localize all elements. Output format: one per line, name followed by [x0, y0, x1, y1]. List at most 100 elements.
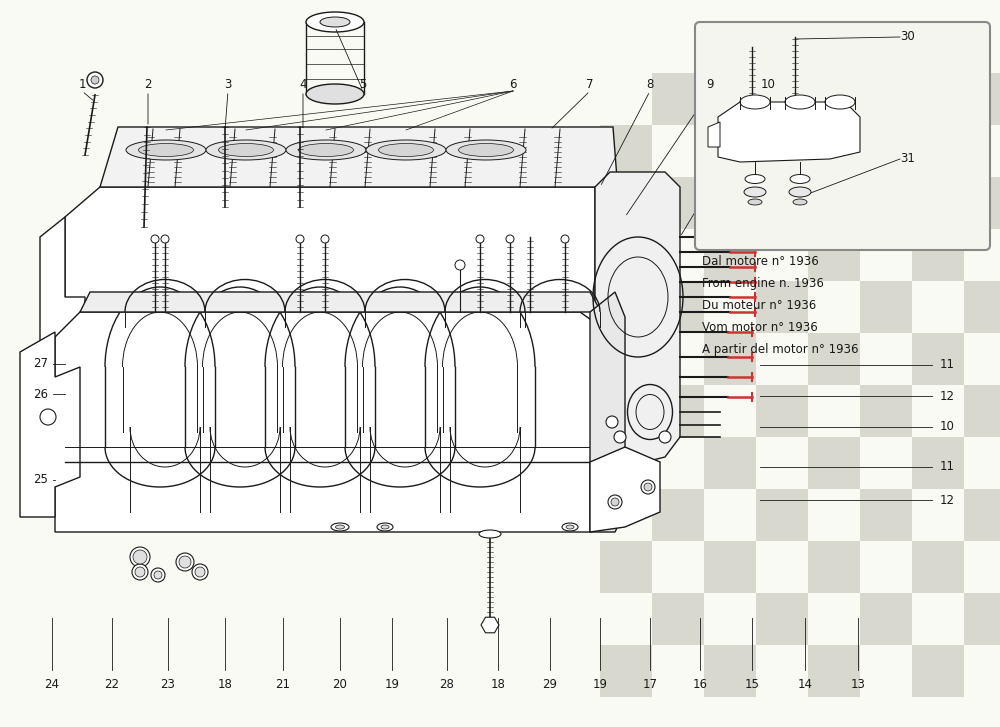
- Polygon shape: [718, 102, 860, 162]
- Text: 13: 13: [851, 678, 865, 691]
- Text: 5: 5: [359, 78, 367, 91]
- Bar: [600, 229, 652, 281]
- Circle shape: [321, 235, 329, 243]
- Ellipse shape: [789, 187, 811, 197]
- Text: 27: 27: [33, 357, 48, 370]
- Ellipse shape: [740, 95, 770, 109]
- Bar: [808, 229, 860, 281]
- Bar: [912, 437, 964, 489]
- Bar: [600, 541, 652, 593]
- Bar: [756, 73, 808, 125]
- Text: A partir del motor n° 1936: A partir del motor n° 1936: [702, 343, 858, 356]
- Circle shape: [176, 553, 194, 571]
- Circle shape: [154, 571, 162, 579]
- Bar: [964, 73, 1000, 125]
- Ellipse shape: [744, 187, 766, 197]
- Circle shape: [455, 260, 465, 270]
- Bar: [756, 593, 808, 645]
- Ellipse shape: [479, 530, 501, 538]
- Ellipse shape: [377, 523, 393, 531]
- Bar: [964, 593, 1000, 645]
- Circle shape: [506, 235, 514, 243]
- Ellipse shape: [306, 12, 364, 32]
- Text: a: a: [474, 286, 506, 338]
- Bar: [808, 125, 860, 177]
- Text: 7: 7: [586, 78, 594, 91]
- Circle shape: [132, 564, 148, 580]
- Ellipse shape: [793, 199, 807, 205]
- Bar: [860, 73, 912, 125]
- Bar: [652, 73, 704, 125]
- Ellipse shape: [745, 174, 765, 183]
- Bar: [912, 229, 964, 281]
- FancyBboxPatch shape: [695, 22, 990, 250]
- Bar: [808, 645, 860, 697]
- Text: 29: 29: [542, 678, 558, 691]
- Polygon shape: [595, 187, 620, 462]
- Text: p: p: [363, 296, 397, 348]
- Bar: [704, 333, 756, 385]
- Bar: [652, 281, 704, 333]
- Polygon shape: [595, 172, 680, 467]
- Text: c: c: [166, 281, 194, 333]
- Circle shape: [606, 416, 618, 428]
- Ellipse shape: [446, 140, 526, 160]
- Circle shape: [130, 547, 150, 567]
- Text: 19: 19: [592, 678, 608, 691]
- Text: Dal motore n° 1936: Dal motore n° 1936: [702, 255, 819, 268]
- Circle shape: [561, 235, 569, 243]
- Bar: [600, 333, 652, 385]
- Bar: [860, 593, 912, 645]
- Polygon shape: [40, 217, 85, 457]
- Circle shape: [135, 567, 145, 577]
- Bar: [912, 541, 964, 593]
- Bar: [652, 177, 704, 229]
- Polygon shape: [590, 447, 660, 532]
- Text: 10: 10: [940, 420, 955, 433]
- Circle shape: [151, 568, 165, 582]
- Ellipse shape: [336, 525, 344, 529]
- Ellipse shape: [566, 525, 574, 529]
- Polygon shape: [20, 332, 80, 517]
- Bar: [860, 281, 912, 333]
- Text: 11: 11: [940, 460, 955, 473]
- Polygon shape: [55, 312, 625, 532]
- Text: 14: 14: [798, 678, 812, 691]
- Text: 20: 20: [333, 678, 347, 691]
- Ellipse shape: [458, 143, 514, 156]
- Bar: [912, 333, 964, 385]
- Text: 10: 10: [761, 78, 775, 91]
- Polygon shape: [708, 122, 720, 147]
- Ellipse shape: [748, 199, 762, 205]
- Circle shape: [296, 235, 304, 243]
- Circle shape: [659, 431, 671, 443]
- Text: 28: 28: [440, 678, 454, 691]
- Text: 8: 8: [646, 78, 654, 91]
- Bar: [860, 489, 912, 541]
- Bar: [912, 645, 964, 697]
- Bar: [808, 333, 860, 385]
- Text: r: r: [279, 291, 301, 343]
- Bar: [860, 385, 912, 437]
- Bar: [756, 281, 808, 333]
- Circle shape: [644, 483, 652, 491]
- Ellipse shape: [378, 143, 434, 156]
- Ellipse shape: [331, 523, 349, 531]
- Ellipse shape: [206, 140, 286, 160]
- Ellipse shape: [381, 525, 389, 529]
- Bar: [964, 489, 1000, 541]
- Circle shape: [195, 567, 205, 577]
- Circle shape: [614, 431, 626, 443]
- Text: 16: 16: [692, 678, 708, 691]
- Circle shape: [40, 409, 56, 425]
- Bar: [964, 385, 1000, 437]
- Ellipse shape: [366, 140, 446, 160]
- Text: 22: 22: [104, 678, 120, 691]
- Circle shape: [192, 564, 208, 580]
- Text: 2: 2: [144, 78, 152, 91]
- Bar: [756, 489, 808, 541]
- Bar: [756, 385, 808, 437]
- Ellipse shape: [218, 143, 274, 156]
- Circle shape: [611, 498, 619, 506]
- Text: Vom motor n° 1936: Vom motor n° 1936: [702, 321, 818, 334]
